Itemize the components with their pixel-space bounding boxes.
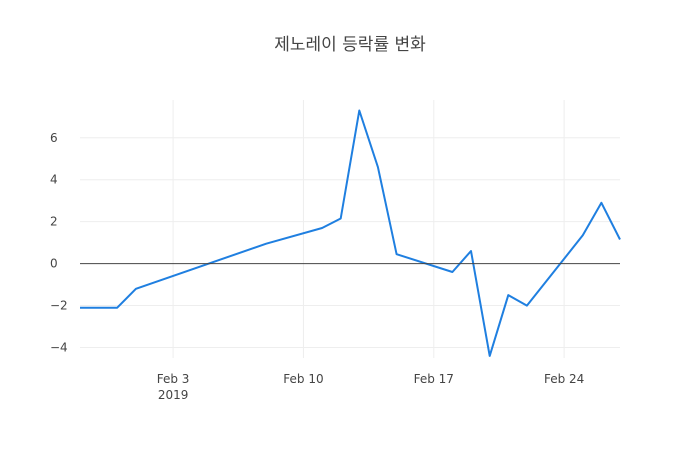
y-tick-label: 2 xyxy=(50,215,58,229)
x-tick-label: Feb 10 xyxy=(283,372,323,386)
x-tick-label: Feb 17 xyxy=(414,372,454,386)
axis-layer: Feb 3 2019 Feb 10 Feb 17 Feb 24 −4 −2 0 2 4 6 xyxy=(50,131,620,402)
chart-title: 제노레이 등락률 변화 xyxy=(274,35,426,55)
y-tick-label: 4 xyxy=(50,173,58,187)
x-tick-sublabel: 2019 xyxy=(158,388,189,402)
y-tick-label: −4 xyxy=(50,341,68,355)
x-tick-label: Feb 3 xyxy=(157,372,190,386)
y-tick-label: 0 xyxy=(50,257,58,271)
y-tick-label: 6 xyxy=(50,131,58,145)
x-tick-label: Feb 24 xyxy=(544,372,584,386)
series-line xyxy=(80,109,621,357)
y-tick-label: −2 xyxy=(50,299,68,313)
grid-layer xyxy=(80,100,620,358)
series-layer xyxy=(80,109,621,357)
